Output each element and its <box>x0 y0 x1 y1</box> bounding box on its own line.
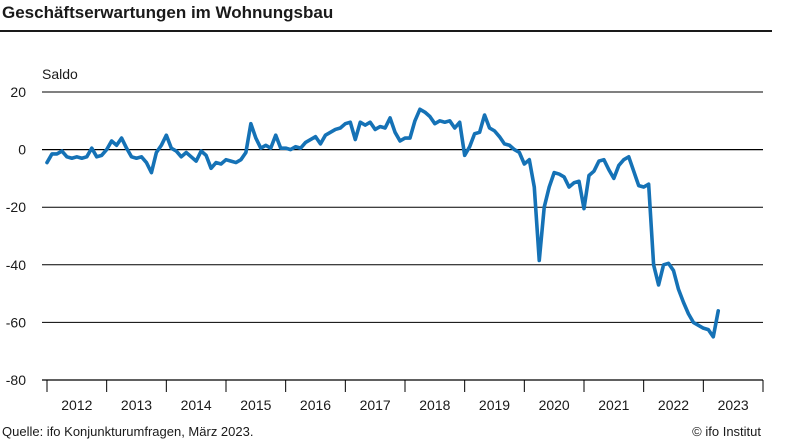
y-tick-label: -20 <box>6 199 26 215</box>
x-tick-label: 2023 <box>718 397 749 413</box>
x-tick-label: 2015 <box>240 397 271 413</box>
source-note: Quelle: ifo Konjunkturumfragen, März 202… <box>2 424 254 439</box>
y-axis-label: Saldo <box>42 66 78 82</box>
y-tick-label: 20 <box>10 84 26 100</box>
y-tick-label: -80 <box>6 372 26 388</box>
credit-note: © ifo Institut <box>692 424 761 439</box>
chart-title: Geschäftserwartungen im Wohnungsbau <box>2 3 334 22</box>
x-tick-label: 2022 <box>658 397 689 413</box>
x-tick-label: 2012 <box>61 397 92 413</box>
x-tick-label: 2020 <box>539 397 570 413</box>
x-tick-label: 2019 <box>479 397 510 413</box>
x-tick-label: 2014 <box>181 397 212 413</box>
y-tick-label: -60 <box>6 314 26 330</box>
y-tick-label: 0 <box>18 142 26 158</box>
y-axis-ticks: 20 0 -20 -40 -60 -80 <box>6 84 26 388</box>
grid-lines <box>42 91 763 323</box>
x-tick-label: 2013 <box>121 397 152 413</box>
y-tick-label: -40 <box>6 257 26 273</box>
x-tick-label: 2017 <box>360 397 391 413</box>
series-line <box>45 107 721 339</box>
x-tick-label: 2016 <box>300 397 331 413</box>
x-axis: 2012 2013 2014 2015 2016 2017 2018 2019 2020 2021… <box>42 379 764 413</box>
x-tick-label: 2021 <box>598 397 629 413</box>
x-tick-label: 2018 <box>419 397 450 413</box>
series-layer <box>45 107 721 339</box>
title-divider <box>0 30 772 32</box>
